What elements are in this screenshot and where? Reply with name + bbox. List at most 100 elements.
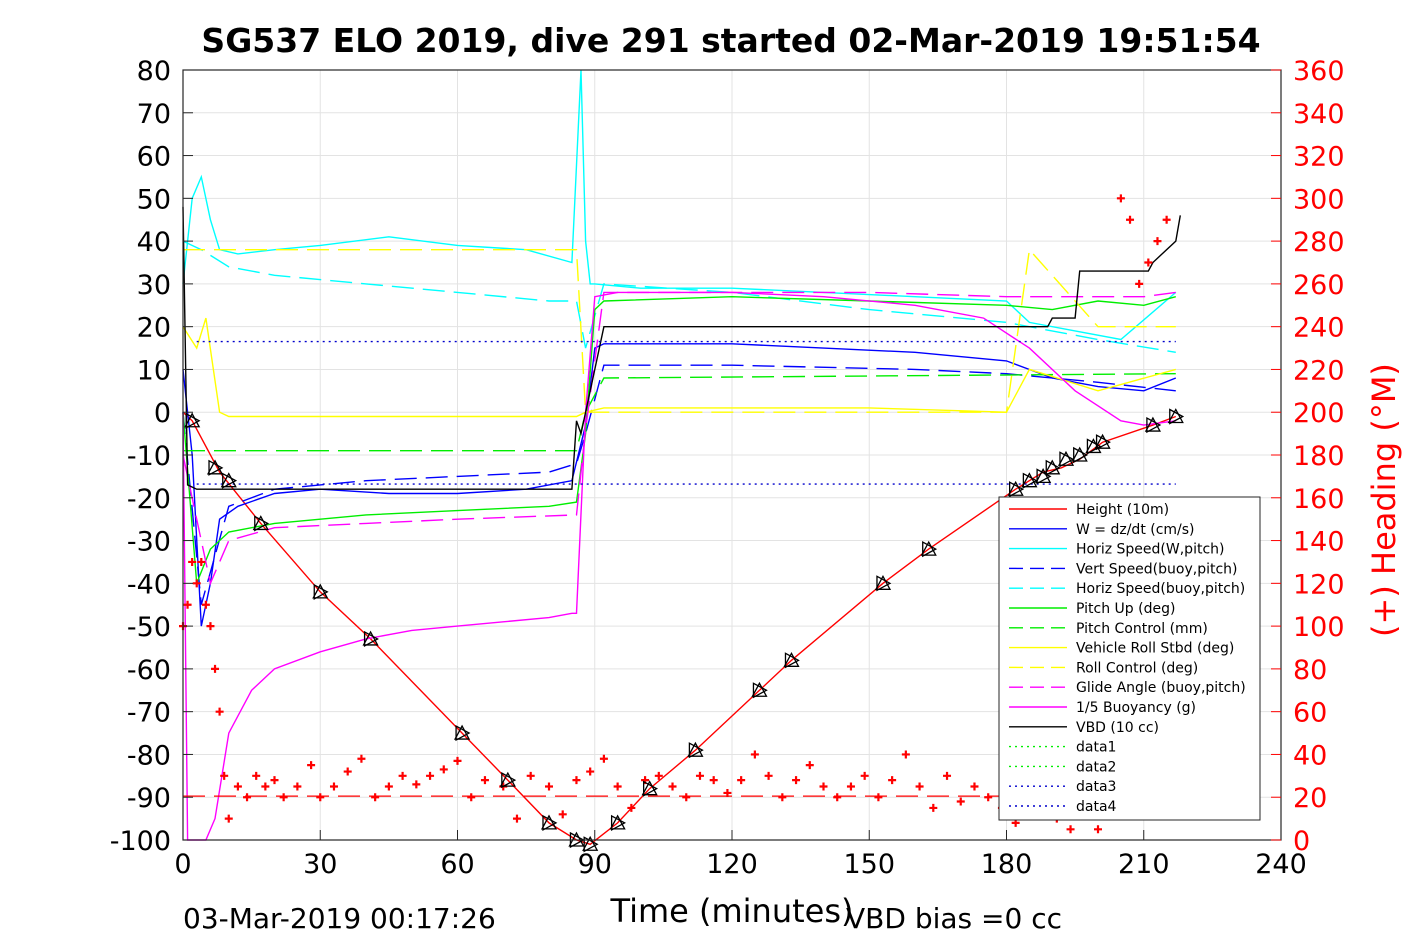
y2-tick-label: 0	[1293, 826, 1310, 857]
heading-point	[1094, 825, 1102, 834]
triangle-up-marker	[540, 814, 558, 830]
triangle-up-marker	[220, 472, 237, 488]
depth-marker	[1007, 480, 1025, 498]
y2-tick-label: 180	[1293, 441, 1345, 472]
heading-point	[819, 782, 828, 791]
heading-point	[215, 707, 224, 716]
y-tick-label: 50	[137, 184, 171, 215]
heading-point	[970, 782, 979, 791]
triangle-up-marker	[641, 780, 658, 796]
heading-point	[188, 557, 197, 566]
y2-tick-label: 20	[1293, 783, 1327, 814]
x-tick-label: 150	[843, 849, 895, 880]
heading-point	[279, 793, 288, 802]
y-tick-label: -20	[127, 484, 171, 515]
y2-tick-label: 140	[1293, 527, 1345, 558]
legend-label: Horiz Speed(W,pitch)	[1076, 542, 1224, 558]
depth-marker	[609, 814, 626, 831]
heading-point	[512, 814, 521, 823]
y-tick-label: 10	[137, 355, 171, 386]
triangle-right-marker	[752, 682, 768, 699]
triangle-up-marker	[687, 741, 704, 757]
depth-marker	[312, 583, 329, 600]
heading-point	[599, 754, 608, 763]
heading-point	[833, 793, 842, 802]
y2-tick-label: 320	[1293, 142, 1345, 173]
heading-point	[888, 776, 897, 785]
footer-timestamp: 03-Mar-2019 00:17:26	[183, 902, 496, 935]
heading-point	[572, 776, 581, 785]
legend-label: Horiz Speed(buoy,pitch)	[1076, 581, 1245, 597]
x-tick-label: 210	[1118, 849, 1170, 880]
heading-point	[206, 622, 215, 631]
triangle-up-marker	[783, 651, 800, 667]
legend-label: Vehicle Roll Stbd (deg)	[1076, 641, 1234, 657]
triangle-right-marker	[784, 652, 800, 669]
legend-label: data4	[1076, 799, 1117, 815]
heading-point	[956, 797, 965, 806]
triangle-up-marker	[1167, 408, 1184, 424]
heading-point	[668, 782, 677, 791]
triangle-right-marker	[1045, 459, 1061, 476]
depth-marker	[1021, 472, 1038, 489]
heading-point	[778, 793, 787, 802]
legend-label: data2	[1076, 759, 1116, 775]
triangle-right-marker	[542, 814, 558, 831]
triangle-up-marker	[252, 515, 269, 531]
y2-tick-label: 60	[1293, 698, 1327, 729]
heading-point	[384, 782, 393, 791]
triangle-right-marker	[922, 541, 938, 558]
triangle-right-marker	[1169, 408, 1185, 425]
x-tick-label: 60	[440, 849, 474, 880]
legend-label: Pitch Up (deg)	[1076, 601, 1175, 617]
triangle-right-marker	[583, 836, 599, 853]
heading-point	[426, 771, 435, 780]
depth-marker	[499, 771, 517, 789]
heading-point	[343, 767, 352, 776]
triangle-up-marker	[1071, 446, 1088, 462]
depth-marker	[641, 780, 659, 797]
triangle-right-marker	[610, 814, 626, 831]
triangle-right-marker	[1146, 416, 1162, 434]
y-tick-label: -60	[127, 655, 171, 686]
series-line-9	[182, 291, 1176, 586]
y2-tick-label: 240	[1293, 313, 1345, 344]
triangle-right-marker	[1022, 472, 1038, 489]
y-tick-label: 60	[137, 142, 171, 173]
y2-tick-label: 300	[1293, 184, 1345, 215]
heading-point	[307, 761, 316, 770]
heading-point	[371, 793, 380, 802]
heading-point	[261, 782, 270, 791]
y-tick-label: 20	[137, 313, 171, 344]
triangle-right-marker	[1036, 468, 1052, 485]
y-tick-label: -70	[127, 698, 171, 729]
legend-label: VBD (10 cc)	[1076, 720, 1159, 736]
depth-marker	[252, 515, 270, 532]
depth-marker	[1144, 416, 1162, 434]
y-tick-label: 80	[137, 56, 171, 87]
heading-point	[586, 767, 595, 776]
y2-tick-label: 200	[1293, 398, 1345, 429]
x-tick-label: 90	[578, 849, 612, 880]
y-tick-label: 0	[154, 398, 171, 429]
depth-marker	[1167, 408, 1185, 425]
heading-point	[224, 814, 233, 823]
triangle-up-marker	[874, 574, 892, 590]
heading-point	[412, 780, 421, 789]
y-tick-label: -50	[127, 612, 171, 643]
triangle-right-marker	[1095, 434, 1111, 451]
y-tick-label: -90	[127, 783, 171, 814]
legend-label: Roll Control (deg)	[1076, 660, 1198, 676]
x-tick-label: 120	[706, 849, 758, 880]
triangle-up-marker	[1007, 480, 1024, 496]
series-line-7	[182, 317, 1176, 418]
y-tick-label: -30	[127, 527, 171, 558]
heading-point	[558, 810, 567, 819]
legend-label: Pitch Control (mm)	[1076, 621, 1208, 637]
heading-point	[1126, 215, 1135, 224]
heading-point	[846, 782, 855, 791]
heading-point	[929, 803, 938, 812]
heading-point	[480, 776, 489, 785]
depth-marker	[874, 574, 892, 592]
